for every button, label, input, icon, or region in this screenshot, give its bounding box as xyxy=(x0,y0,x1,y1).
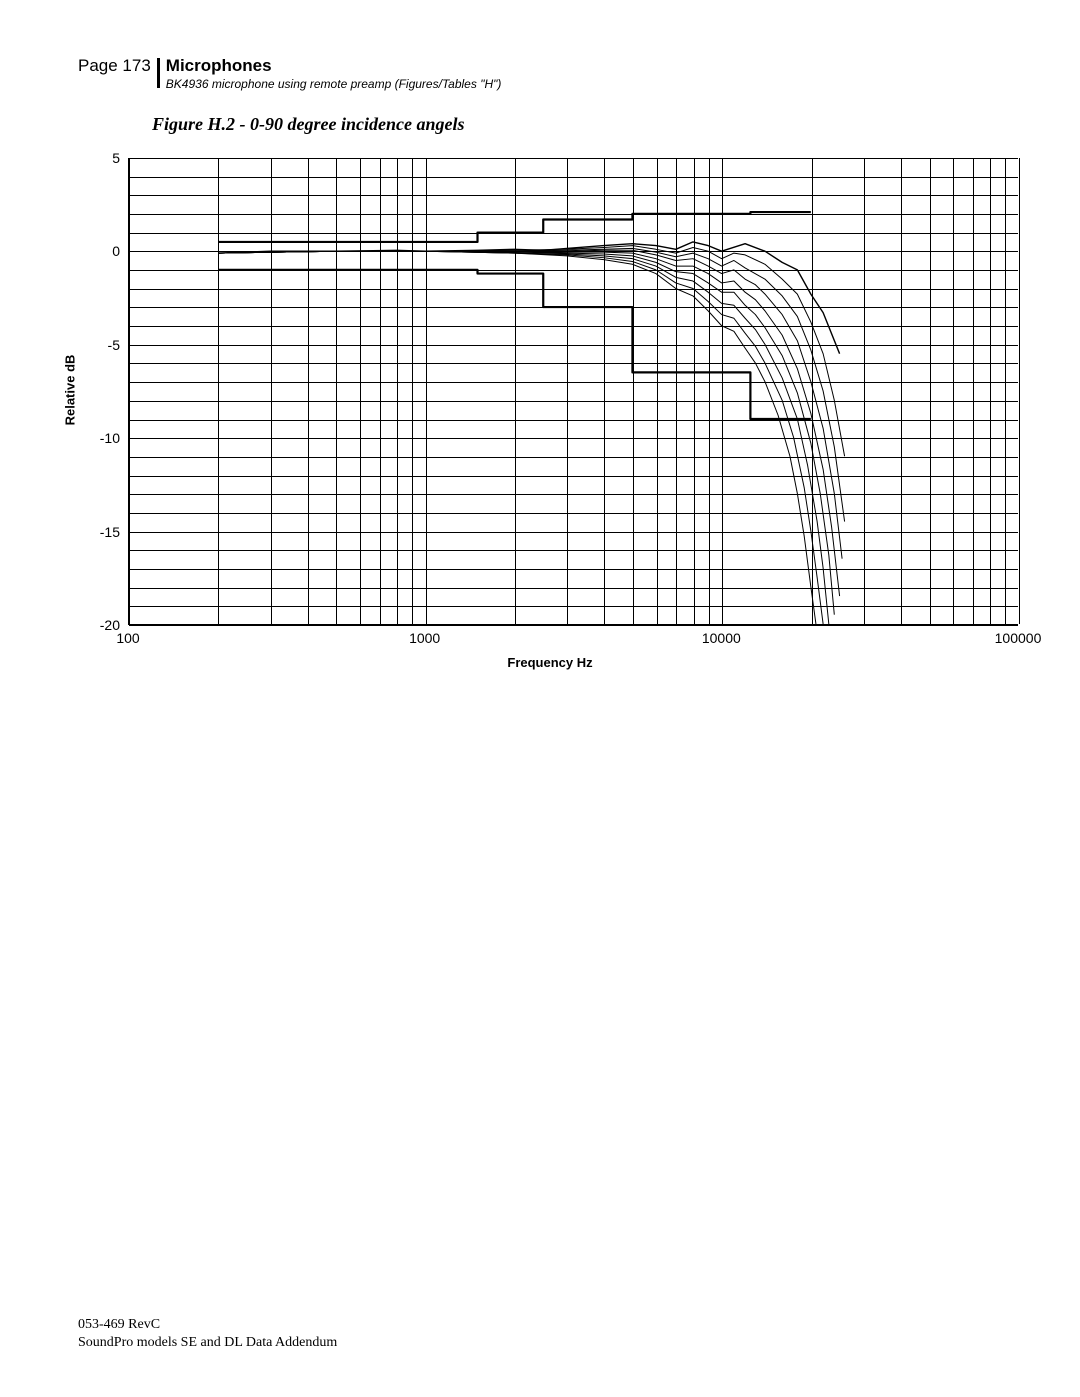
h-gridline xyxy=(129,476,1018,477)
h-gridline xyxy=(129,177,1018,178)
v-gridline xyxy=(973,158,974,624)
page-header: Page 173 Microphones BK4936 microphone u… xyxy=(78,56,501,91)
h-gridline xyxy=(129,307,1018,308)
h-gridline xyxy=(129,382,1018,383)
figure-title: Figure H.2 - 0-90 degree incidence angel… xyxy=(152,114,464,135)
v-gridline xyxy=(676,158,677,624)
y-tick-label: 5 xyxy=(70,150,128,166)
chart-svg xyxy=(129,158,1018,624)
h-gridline xyxy=(129,625,1018,626)
h-gridline xyxy=(129,195,1018,196)
h-gridline xyxy=(129,494,1018,495)
y-axis-label: Relative dB xyxy=(63,355,78,426)
footer-line-2: SoundPro models SE and DL Data Addendum xyxy=(78,1334,337,1352)
h-gridline xyxy=(129,569,1018,570)
data-series xyxy=(218,246,844,457)
x-tick-label: 100000 xyxy=(995,630,1042,646)
v-gridline xyxy=(953,158,954,624)
y-tick-label: -5 xyxy=(70,337,128,353)
x-tick-label: 10000 xyxy=(702,630,741,646)
x-tick-label: 1000 xyxy=(409,630,440,646)
page-number: Page 173 xyxy=(78,56,157,76)
v-gridline xyxy=(567,158,568,624)
h-gridline xyxy=(129,233,1018,234)
v-gridline xyxy=(218,158,219,624)
v-gridline xyxy=(380,158,381,624)
h-gridline xyxy=(129,513,1018,514)
h-gridline xyxy=(129,363,1018,364)
v-gridline xyxy=(901,158,902,624)
h-gridline xyxy=(129,401,1018,402)
h-gridline xyxy=(129,588,1018,589)
v-gridline xyxy=(515,158,516,624)
y-tick-label: -15 xyxy=(70,524,128,540)
v-gridline xyxy=(633,158,634,624)
footer-line-1: 053-469 RevC xyxy=(78,1316,337,1334)
y-tick-label: 0 xyxy=(70,243,128,259)
y-tick-label: -10 xyxy=(70,430,128,446)
page-footer: 053-469 RevC SoundPro models SE and DL D… xyxy=(78,1316,337,1352)
v-gridline xyxy=(271,158,272,624)
v-gridline xyxy=(1005,158,1006,624)
h-gridline xyxy=(129,158,1018,159)
v-gridline xyxy=(990,158,991,624)
section-title: Microphones xyxy=(166,56,502,76)
h-gridline xyxy=(129,345,1018,346)
h-gridline xyxy=(129,326,1018,327)
h-gridline xyxy=(129,532,1018,533)
data-series xyxy=(218,251,834,615)
section-subtitle: BK4936 microphone using remote preamp (F… xyxy=(166,77,502,91)
v-gridline xyxy=(864,158,865,624)
x-axis-label: Frequency Hz xyxy=(507,655,592,670)
x-tick-label: 100 xyxy=(116,630,139,646)
h-gridline xyxy=(129,289,1018,290)
v-gridline xyxy=(1019,158,1020,624)
v-gridline xyxy=(360,158,361,624)
h-gridline xyxy=(129,438,1018,439)
v-gridline xyxy=(657,158,658,624)
v-gridline xyxy=(930,158,931,624)
h-gridline xyxy=(129,606,1018,607)
v-gridline xyxy=(426,158,427,624)
v-gridline xyxy=(412,158,413,624)
v-gridline xyxy=(397,158,398,624)
chart: Relative dB Frequency Hz 50-5-10-15-2010… xyxy=(70,150,1030,680)
v-gridline xyxy=(812,158,813,624)
h-gridline xyxy=(129,214,1018,215)
v-gridline xyxy=(129,158,130,624)
v-gridline xyxy=(336,158,337,624)
header-divider xyxy=(157,58,160,88)
data-series xyxy=(218,242,839,354)
v-gridline xyxy=(709,158,710,624)
h-gridline xyxy=(129,270,1018,271)
v-gridline xyxy=(722,158,723,624)
h-gridline xyxy=(129,251,1018,252)
data-series xyxy=(218,251,839,596)
h-gridline xyxy=(129,457,1018,458)
v-gridline xyxy=(308,158,309,624)
h-gridline xyxy=(129,550,1018,551)
v-gridline xyxy=(694,158,695,624)
plot-area xyxy=(128,158,1018,625)
v-gridline xyxy=(604,158,605,624)
h-gridline xyxy=(129,420,1018,421)
